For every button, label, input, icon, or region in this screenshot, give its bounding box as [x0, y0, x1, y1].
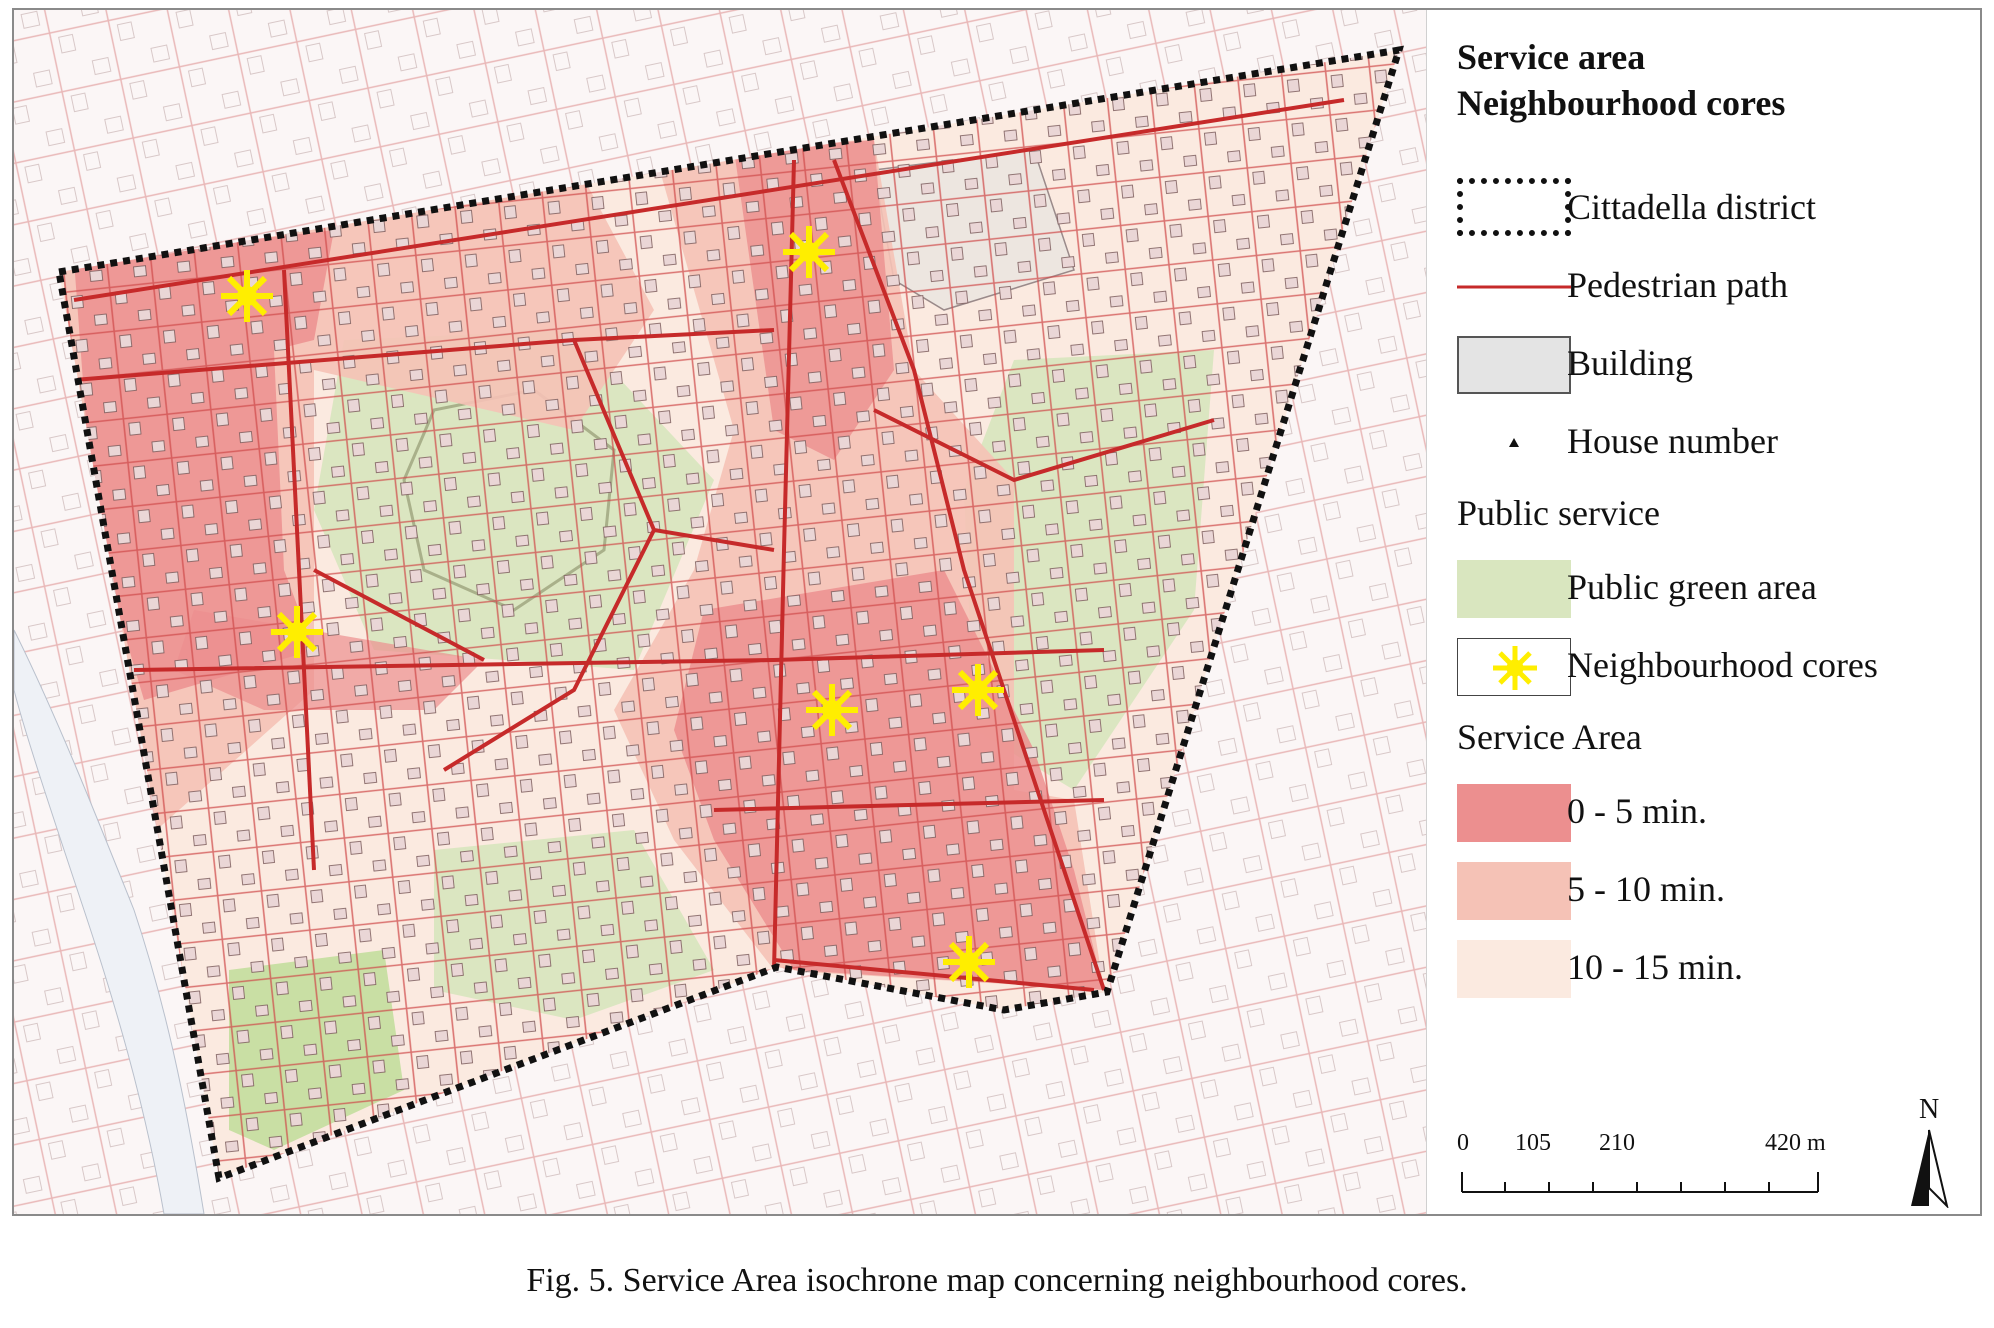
north-arrow-icon [1911, 1129, 1949, 1208]
green-area-swatch [1457, 560, 1571, 618]
map-legend: Service area Neighbourhood cores Cittade… [1426, 10, 1980, 1214]
legend-band1-label: 0 - 5 min. [1567, 791, 1707, 831]
scale-bar [1461, 1172, 1819, 1193]
legend-district-label: Cittadella district [1567, 187, 1816, 227]
district-boundary-swatch [1457, 178, 1571, 236]
house-number-triangle-icon [1509, 438, 1519, 447]
neighbourhood-core-2[interactable] [783, 226, 835, 278]
neighbourhood-core-6[interactable] [943, 936, 995, 988]
band-5-10-swatch [1457, 862, 1571, 920]
legend-service-area-heading: Service Area [1457, 717, 1642, 757]
legend-building-label: Building [1567, 343, 1694, 383]
band-0-5-swatch [1457, 784, 1571, 842]
figure-frame: Service area Neighbourhood cores Cittade… [12, 8, 1982, 1216]
river [14, 629, 205, 1214]
figure-caption: Fig. 5. Service Area isochrone map conce… [526, 1262, 1468, 1299]
pedestrian-path-swatch [1457, 285, 1571, 289]
pedestrian-paths [73, 98, 1345, 992]
isochrone-map[interactable] [14, 10, 1426, 1214]
legend-band2-label: 5 - 10 min. [1567, 869, 1725, 909]
legend-cores-label: Neighbourhood cores [1567, 645, 1878, 685]
scale-tick-210: 210 [1599, 1130, 1635, 1156]
scale-tick-0: 0 [1457, 1130, 1469, 1156]
neighbourhood-core-5[interactable] [952, 664, 1004, 716]
neighbourhood-cores [221, 226, 1004, 988]
legend-pedestrian-label: Pedestrian path [1567, 265, 1788, 305]
north-label: N [1919, 1094, 1940, 1125]
scale-tick-105: 105 [1515, 1130, 1551, 1156]
legend-band3-label: 10 - 15 min. [1567, 947, 1743, 987]
legend-title-line2: Neighbourhood cores [1457, 83, 1786, 123]
legend-house-number-label: House number [1567, 421, 1778, 461]
neighbourhood-core-3[interactable] [271, 606, 323, 658]
building-swatch [1457, 336, 1571, 394]
legend-title-line1: Service area [1457, 37, 1646, 77]
neighbourhood-core-1[interactable] [221, 270, 273, 322]
neighbourhood-core-star-icon [1457, 638, 1571, 696]
neighbourhood-core-4[interactable] [806, 684, 858, 736]
band-10-15-swatch [1457, 940, 1571, 998]
scale-tick-420: 420 m [1765, 1130, 1826, 1156]
legend-green-label: Public green area [1567, 567, 1817, 607]
district-boundary [54, 45, 1405, 1183]
legend-public-service-heading: Public service [1457, 493, 1660, 533]
